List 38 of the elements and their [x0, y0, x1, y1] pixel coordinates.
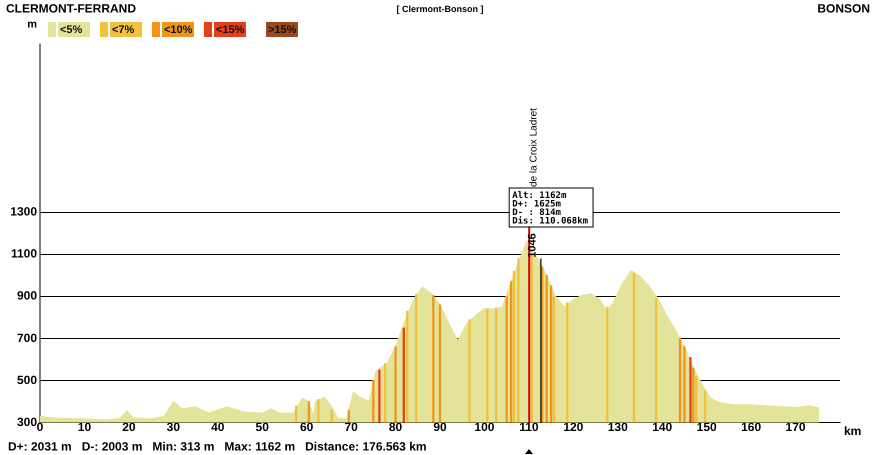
x-tick-label: 30 [166, 420, 180, 434]
chart-title: [ Clermont-Bonson ] [396, 4, 484, 14]
x-tick-label: 150 [696, 420, 717, 434]
x-tick-label: 160 [741, 420, 762, 434]
x-tick-label: 0 [36, 420, 44, 434]
x-tick-label: 90 [433, 420, 447, 434]
text: CLERMONT-FERRAND [6, 1, 136, 16]
legend-label: <5% [60, 24, 83, 36]
x-tick-label: 130 [608, 420, 628, 434]
y-tick-label: 500 [16, 372, 38, 387]
x-tick-label: 60 [300, 420, 314, 434]
legend-label: <7% [112, 24, 135, 36]
x-tick-label: 20 [122, 420, 136, 434]
y-tick-label: 300 [16, 414, 38, 429]
x-tick-label: 100 [474, 420, 495, 434]
y-tick-label: 1300 [10, 204, 38, 219]
text: BONSON [817, 1, 870, 16]
y-tick-label: 1100 [10, 246, 38, 261]
y-tick-label: 700 [16, 330, 38, 345]
annotation: 1046 [526, 233, 538, 258]
x-tick-label: 120 [563, 420, 584, 434]
x-tick-label: 40 [211, 420, 225, 434]
text: >15% [268, 24, 297, 36]
x-tick-label: 10 [78, 420, 92, 434]
legend-label: <10% [164, 24, 193, 36]
y-tick-label: 900 [16, 288, 38, 303]
x-tick-label: 110 [519, 420, 539, 434]
y-axis-title: m [27, 18, 38, 31]
legend-label: <15% [216, 24, 245, 36]
x-tick-label: 80 [388, 420, 403, 434]
x-tick-label: 70 [344, 420, 358, 434]
text: D+: 2031 m D-: 2003 m Min: 313 m Max: 1162 m Distance: 176.563 km [8, 439, 427, 454]
x-tick-label: 140 [652, 420, 673, 434]
annotation: de la Croix Ladret [528, 108, 540, 187]
x-axis-title: km [844, 424, 862, 438]
x-tick-label: 170 [786, 420, 806, 434]
ref-line-label: Alt: 1162m D+: 1625m D- : 814m Dis: 110.068km [512, 190, 589, 226]
x-tick-label: 50 [256, 420, 270, 434]
